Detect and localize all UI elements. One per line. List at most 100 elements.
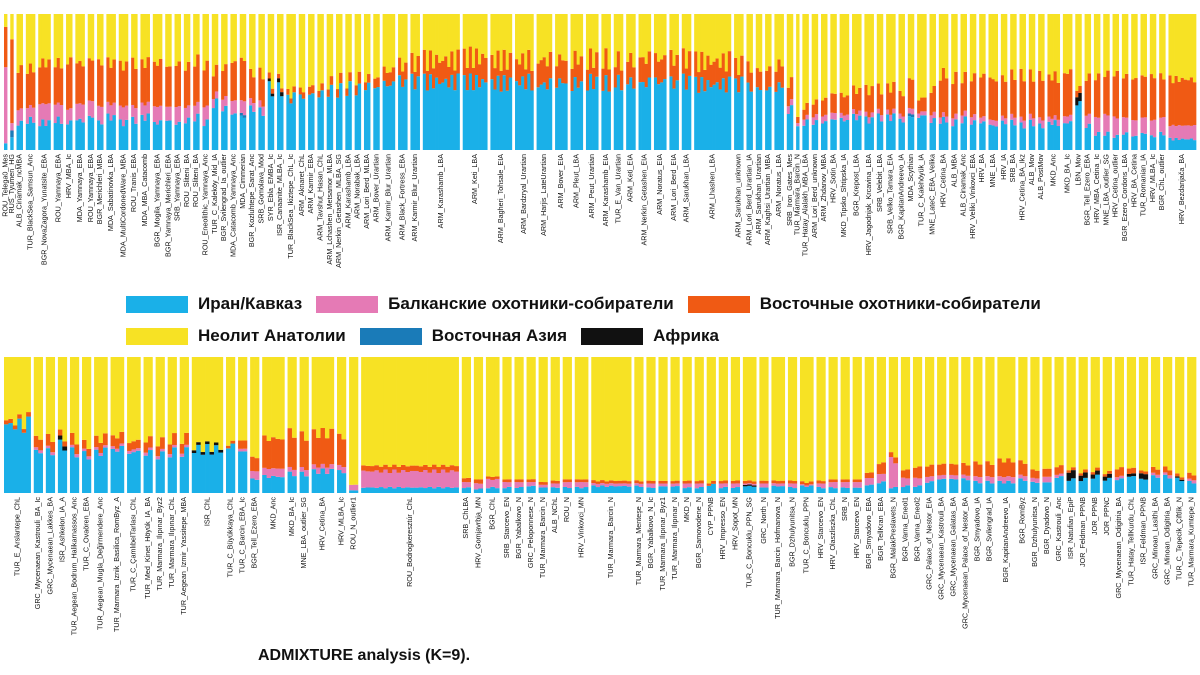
bar-segment-iran-caucasus bbox=[146, 113, 150, 150]
bar-segment-iran-caucasus bbox=[780, 87, 784, 150]
bar-group bbox=[461, 357, 472, 493]
bar-segment-iran-caucasus bbox=[444, 78, 448, 150]
bar-segment-anatolia-neolithic bbox=[658, 357, 664, 481]
bar-segment-eastern-hg bbox=[694, 481, 700, 484]
bar-segment-balkan-hg bbox=[638, 483, 644, 487]
bar-group bbox=[828, 357, 838, 493]
bar-segment-eastern-hg bbox=[1114, 469, 1120, 478]
bar-segment-balkan-hg bbox=[33, 447, 39, 450]
bar-segment-anatolia-neolithic bbox=[828, 357, 834, 480]
bar-segment-iran-caucasus bbox=[484, 82, 488, 150]
bar-segment-anatolia-neolithic bbox=[28, 14, 33, 64]
bar-segment-anatolia-neolithic bbox=[734, 14, 738, 58]
bar-segment-iran-caucasus bbox=[786, 114, 791, 150]
bar-segment-iran-caucasus bbox=[780, 486, 786, 493]
bar-segment-iran-caucasus bbox=[221, 111, 225, 150]
bar-segment-anatolia-neolithic bbox=[660, 14, 664, 60]
bar-segment-anatolia-neolithic bbox=[45, 357, 51, 434]
bar-group bbox=[152, 14, 163, 150]
bar-segment-eastern-hg bbox=[436, 467, 442, 473]
bar-segment-iran-caucasus bbox=[10, 137, 14, 150]
bar-segment-anatolia-neolithic bbox=[349, 357, 354, 485]
bar-segment-eastern-hg bbox=[530, 479, 536, 482]
group-label: BGR_TellKran_EBA bbox=[876, 497, 885, 561]
bar-segment-eastern-hg bbox=[146, 57, 150, 102]
bar-segment-balkan-hg bbox=[526, 482, 532, 487]
group-label: GRC_Palace_of_Nestor_EIA bbox=[924, 497, 933, 590]
bar-segment-eastern-hg bbox=[735, 480, 741, 484]
group-label: TUR_Marmara_Kumtepe_N bbox=[1187, 497, 1196, 586]
bar-segment-eastern-hg bbox=[1065, 73, 1070, 117]
bar-segment-africa bbox=[1131, 473, 1137, 477]
bar-segment-anatolia-neolithic bbox=[47, 14, 51, 60]
bar-segment-iran-caucasus bbox=[252, 111, 256, 150]
bar-segment-eastern-hg bbox=[977, 464, 983, 478]
bar-segment-eastern-hg bbox=[478, 64, 482, 88]
bar-segment-eastern-hg bbox=[221, 71, 225, 100]
bar-segment-anatolia-neolithic bbox=[186, 14, 191, 62]
bar-segment-anatolia-neolithic bbox=[506, 357, 512, 480]
bar-segment-balkan-hg bbox=[763, 483, 769, 488]
bar-segment-anatolia-neolithic bbox=[205, 357, 210, 442]
bar-segment-iran-caucasus bbox=[57, 439, 63, 493]
bar-segment-balkan-hg bbox=[1163, 472, 1168, 475]
bar-segment-eastern-hg bbox=[47, 59, 51, 104]
group-label: ROU_N_outlier1 bbox=[349, 497, 358, 550]
bar-group bbox=[1028, 14, 1036, 150]
bar-segment-eastern-hg bbox=[755, 68, 760, 88]
bar-segment-anatolia-neolithic bbox=[304, 357, 309, 441]
bar-group bbox=[796, 14, 800, 150]
legend-label: Африка bbox=[653, 326, 720, 345]
bar-segment-balkan-hg bbox=[907, 107, 912, 114]
bar-segment-balkan-hg bbox=[28, 104, 33, 117]
bar-segment-anatolia-neolithic bbox=[416, 14, 420, 56]
bar-segment-eastern-hg bbox=[768, 66, 772, 87]
bar-segment-anatolia-neolithic bbox=[925, 357, 930, 467]
bar-segment-eastern-hg bbox=[279, 439, 285, 469]
bar-segment-eastern-hg bbox=[564, 60, 568, 84]
bar-group bbox=[361, 357, 459, 493]
bar-group bbox=[1030, 357, 1040, 493]
bar-group bbox=[398, 14, 408, 150]
bar-segment-africa bbox=[1107, 473, 1112, 478]
bar-segment-eastern-hg bbox=[608, 480, 614, 484]
bar-segment-iran-caucasus bbox=[291, 476, 297, 493]
bar-segment-eastern-hg bbox=[226, 445, 231, 449]
bar-segment-eastern-hg bbox=[709, 64, 713, 88]
bar-group bbox=[373, 14, 380, 150]
bar-segment-iran-caucasus bbox=[16, 125, 20, 150]
bar-segment-iran-caucasus bbox=[1192, 140, 1197, 150]
bar-segment-balkan-hg bbox=[951, 118, 955, 127]
bar-segment-eastern-hg bbox=[989, 464, 995, 478]
bar-segment-iran-caucasus bbox=[949, 478, 954, 493]
bar-group bbox=[1159, 14, 1166, 150]
bar-segment-anatolia-neolithic bbox=[484, 14, 488, 59]
bar-segment-eastern-hg bbox=[1124, 73, 1129, 118]
bar-segment-iran-caucasus bbox=[131, 452, 137, 493]
bar-segment-anatolia-neolithic bbox=[496, 14, 500, 51]
bar-segment-anatolia-neolithic bbox=[339, 14, 343, 73]
bar-segment-eastern-hg bbox=[502, 49, 507, 76]
bar-segment-eastern-hg bbox=[115, 438, 120, 449]
group-label: ARM_Aknaret_ChL bbox=[297, 154, 306, 216]
bar-segment-iran-caucasus bbox=[172, 447, 177, 493]
group-label: HRV_IA bbox=[999, 154, 1008, 180]
bar-segment-balkan-hg bbox=[337, 464, 342, 471]
bar-segment-balkan-hg bbox=[205, 105, 209, 120]
bar-group bbox=[646, 357, 656, 493]
bar-segment-iran-caucasus bbox=[619, 90, 624, 150]
bar-segment-iran-caucasus bbox=[718, 488, 724, 493]
bar-segment-iran-caucasus bbox=[697, 92, 701, 150]
bar-segment-anatolia-neolithic bbox=[1053, 14, 1057, 72]
bar-segment-anatolia-neolithic bbox=[542, 14, 547, 58]
bar-segment-iran-caucasus bbox=[193, 121, 197, 150]
bar-segment-eastern-hg bbox=[1162, 79, 1166, 118]
bar-segment-balkan-hg bbox=[143, 105, 147, 121]
bar-segment-iran-caucasus bbox=[69, 120, 73, 150]
bar-segment-anatolia-neolithic bbox=[266, 357, 272, 441]
bar-segment-iran-caucasus bbox=[441, 82, 445, 150]
bar-segment-africa bbox=[277, 78, 281, 83]
bar-segment-iran-caucasus bbox=[1038, 123, 1042, 150]
bar-segment-balkan-hg bbox=[1013, 117, 1017, 126]
bar-segment-balkan-hg bbox=[261, 106, 265, 116]
